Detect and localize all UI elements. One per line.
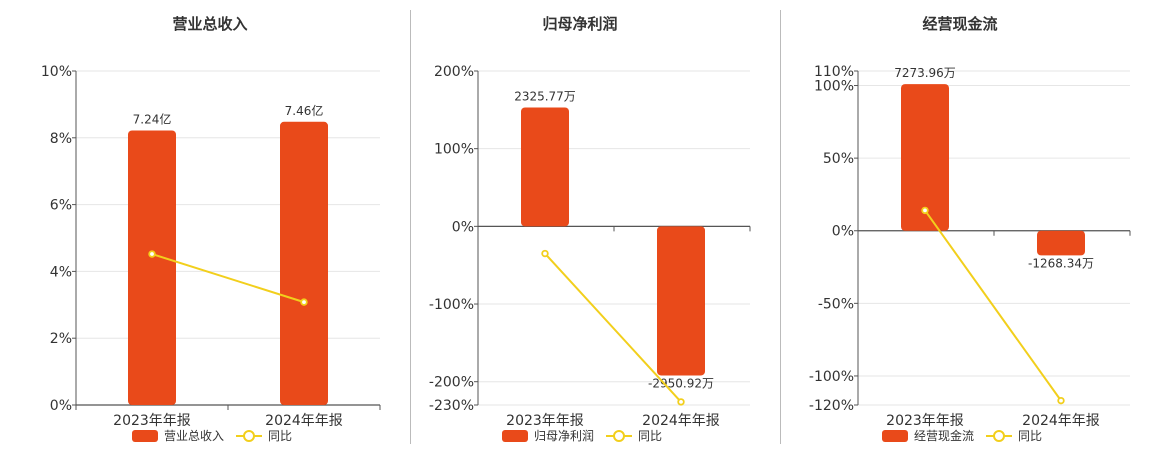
x-tick-label: 2023年年报 — [506, 413, 584, 429]
bar[interactable] — [280, 121, 328, 405]
bar[interactable] — [657, 226, 705, 376]
y-tick-label: 100% — [434, 142, 474, 158]
y-tick-label: -50% — [818, 296, 854, 312]
y-tick-label: 200% — [434, 64, 474, 80]
legend-label: 营业总收入 — [164, 429, 224, 443]
legend-swatch-marker — [613, 430, 625, 442]
legend-label: 同比 — [1018, 429, 1042, 443]
legend-swatch-marker — [243, 430, 255, 442]
y-tick-label: 10% — [41, 64, 72, 80]
y-tick-label: -100% — [429, 297, 474, 313]
yoy-point[interactable] — [300, 298, 308, 306]
legend-label: 同比 — [638, 429, 662, 443]
y-tick-label: 100% — [814, 79, 854, 95]
data-label: -2950.92万 — [648, 376, 714, 390]
yoy-point[interactable] — [921, 206, 929, 215]
y-tick-label: 8% — [50, 131, 72, 147]
y-tick-label: 50% — [823, 151, 854, 167]
y-tick-label: 0% — [50, 398, 72, 414]
y-tick-label: -230% — [429, 398, 474, 414]
legend-swatch-marker — [993, 430, 1005, 442]
y-tick-label: -120% — [809, 398, 854, 414]
y-tick-label: 110% — [814, 64, 854, 80]
chart-title: 营业总收入 — [172, 15, 247, 33]
y-tick-label: 2% — [50, 331, 72, 347]
yoy-line — [924, 209, 1062, 402]
chart-title: 归母净利润 — [542, 15, 617, 33]
legend-label: 经营现金流 — [914, 428, 974, 443]
x-tick-label: 2023年年报 — [113, 413, 191, 429]
y-tick-label: 0% — [832, 224, 854, 240]
legend-label: 归母净利润 — [534, 429, 594, 443]
y-tick-label: -200% — [429, 375, 474, 391]
y-tick-label: 4% — [50, 264, 72, 280]
x-tick-label: 2024年年报 — [1022, 413, 1100, 429]
yoy-line — [151, 253, 305, 304]
legend-label: 同比 — [268, 429, 292, 443]
chart-revenue: 营业总收入 0% 2% 4% 6% 8% 10% 2023年年报 2024年年报 7.24亿 7.4… — [41, 15, 381, 443]
bar[interactable] — [901, 84, 949, 231]
y-tick-label: 0% — [452, 219, 474, 235]
chart-net-profit: 归母净利润 -230% -200% -100% 0% 100% 200% 2023年年报 202… — [429, 15, 751, 443]
data-label: -1268.34万 — [1028, 256, 1094, 270]
bar[interactable] — [1037, 230, 1085, 256]
y-tick-label: -100% — [809, 369, 854, 385]
data-label: 7273.96万 — [894, 66, 956, 80]
x-tick-label: 2024年年报 — [642, 413, 720, 429]
chart-operating-cashflow: 经营现金流 -120% -100% -50% 0% 50% 100%110% 2023年年报 2… — [809, 15, 1131, 443]
yoy-point[interactable] — [541, 249, 549, 258]
chart-title: 经营现金流 — [922, 15, 997, 33]
y-tick-label: 6% — [50, 198, 72, 214]
legend-swatch-bar — [132, 430, 158, 442]
yoy-point[interactable] — [1057, 396, 1065, 405]
data-label: 2325.77万 — [514, 90, 576, 104]
bar[interactable] — [128, 130, 176, 405]
data-label: 7.46亿 — [285, 103, 324, 118]
data-label: 7.24亿 — [133, 111, 172, 126]
x-tick-label: 2023年年报 — [886, 413, 964, 429]
legend-swatch-bar — [882, 430, 908, 442]
yoy-line — [544, 252, 682, 403]
legend-swatch-bar — [502, 430, 528, 442]
yoy-point[interactable] — [677, 398, 685, 406]
bar[interactable] — [521, 107, 569, 227]
yoy-point[interactable] — [148, 250, 156, 258]
x-tick-label: 2024年年报 — [265, 413, 343, 429]
